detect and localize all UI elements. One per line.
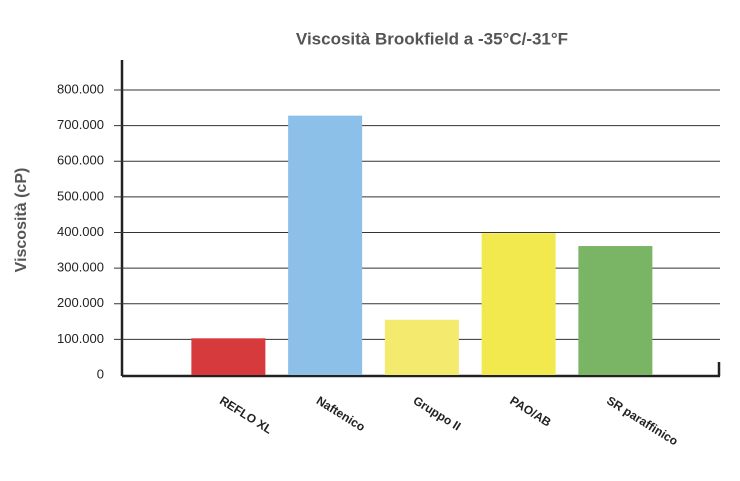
y-tick-label: 800.000 (57, 81, 104, 96)
x-tick-label: SR paraffinico (604, 393, 680, 448)
y-tick-label: 100.000 (57, 331, 104, 346)
bar (384, 319, 459, 375)
x-tick-label: Naftenico (314, 393, 368, 434)
x-tick-label: REFLO XL (217, 393, 275, 436)
bar (191, 338, 266, 375)
x-tick-label: PAO/AB (507, 393, 554, 429)
x-tick-label: Gruppo II (411, 393, 464, 433)
y-tick-label: 0 (97, 366, 104, 381)
y-tick-label: 500.000 (57, 188, 104, 203)
y-tick-label: 400.000 (57, 224, 104, 239)
y-tick-label: 300.000 (57, 260, 104, 275)
y-axis-label: Viscosità (cP) (13, 168, 30, 273)
y-tick-label: 600.000 (57, 153, 104, 168)
bar (578, 246, 653, 375)
chart-title: Viscosità Brookfield a -35°C/-31°F (296, 29, 568, 48)
y-tick-label: 200.000 (57, 295, 104, 310)
bar (481, 233, 556, 375)
bar (288, 115, 363, 376)
y-tick-label: 700.000 (57, 117, 104, 132)
